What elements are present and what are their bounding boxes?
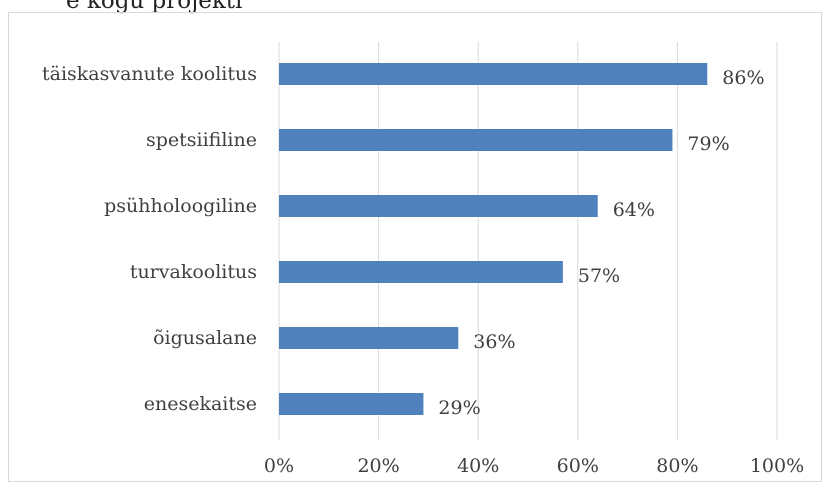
header-text-fragment: e kogu projekti <box>66 0 243 14</box>
x-tick-label: 60% <box>557 455 599 477</box>
x-axis-tick-labels: 0% 20% 40% 60% 80% 100% <box>264 455 804 477</box>
category-label: spetsiifiline <box>146 129 257 151</box>
x-tick-label: 20% <box>357 455 399 477</box>
category-label: õigusalane <box>153 327 257 349</box>
bar <box>279 393 424 415</box>
category-label: enesekaitse <box>144 393 257 415</box>
x-tick-label: 80% <box>656 455 698 477</box>
chart-frame <box>8 12 822 482</box>
value-labels: 86% 79% 64% 57% 36% 29% <box>438 67 764 419</box>
data-label: 79% <box>687 133 729 155</box>
data-label: 64% <box>613 199 655 221</box>
gridlines <box>278 42 778 440</box>
bar <box>279 327 459 349</box>
bar <box>279 129 673 151</box>
bar <box>279 63 708 85</box>
data-label: 86% <box>722 67 764 89</box>
bar <box>279 195 598 217</box>
data-label: 36% <box>473 331 515 353</box>
x-tick-label: 0% <box>264 455 294 477</box>
category-label: psühholoogiline <box>104 195 257 217</box>
bar <box>279 261 563 283</box>
bars <box>279 63 708 415</box>
x-tick-label: 40% <box>457 455 499 477</box>
data-label: 57% <box>578 265 620 287</box>
category-label: turvakoolitus <box>130 261 257 283</box>
category-label: täiskasvanute koolitus <box>42 63 257 85</box>
category-labels: täiskasvanute koolitus spetsiifiline psühh… <box>42 63 257 415</box>
data-label: 29% <box>438 397 480 419</box>
x-tick-label: 100% <box>750 455 804 477</box>
